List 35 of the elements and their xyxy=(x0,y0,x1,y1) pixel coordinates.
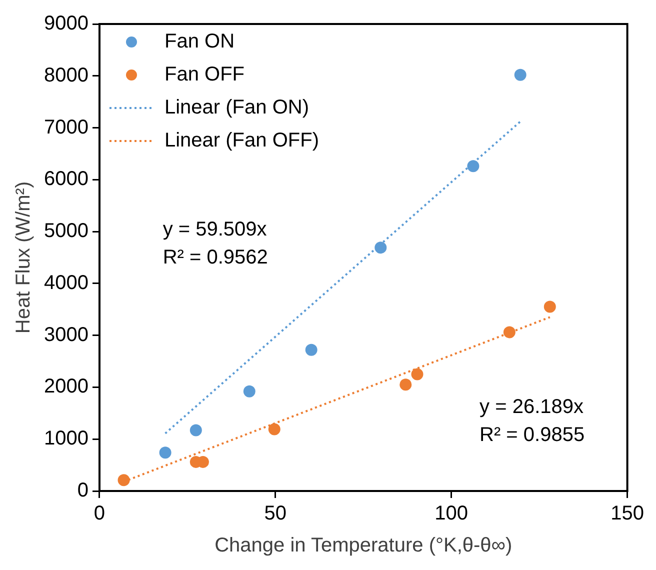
x-tick-label: 50 xyxy=(264,502,287,525)
y-tick-label: 3000 xyxy=(44,324,88,346)
y-axis-title: Heat Flux (W/m²) xyxy=(12,181,35,334)
point xyxy=(467,160,480,172)
y-tick-label: 8000 xyxy=(44,64,88,86)
y-tick-label: 7000 xyxy=(44,116,88,138)
y-tick-label: 0 xyxy=(77,480,88,502)
point xyxy=(374,242,387,254)
x-tick-label: 100 xyxy=(434,502,468,525)
legend-label: Fan OFF xyxy=(164,64,245,86)
point xyxy=(268,423,280,436)
y-tick-label: 1000 xyxy=(44,428,88,450)
point xyxy=(118,474,130,486)
legend-label: Linear (Fan ON) xyxy=(164,96,309,119)
x-tick-label: 150 xyxy=(610,502,644,525)
point xyxy=(159,446,172,459)
x-tick-label: 0 xyxy=(94,502,106,525)
legend-label: Linear (Fan OFF) xyxy=(164,130,319,152)
point xyxy=(190,424,202,436)
point xyxy=(400,378,412,391)
point xyxy=(544,300,556,313)
point xyxy=(305,344,318,356)
y-tick-label: 6000 xyxy=(44,168,88,190)
annotation: y = 59.509x R² = 0.9562 xyxy=(162,218,268,269)
point xyxy=(243,385,256,398)
y-tick-label: 4000 xyxy=(44,272,88,294)
legend-label: Fan ON xyxy=(164,30,235,53)
x-axis-title: Change in Temperature (°K,θ-θ∞) xyxy=(214,534,512,557)
y-tick-label: 2000 xyxy=(44,376,88,398)
point xyxy=(514,68,526,81)
point xyxy=(411,368,424,380)
point xyxy=(503,326,516,338)
y-tick-label: 5000 xyxy=(44,220,88,242)
annotation: y = 26.189x R² = 0.9855 xyxy=(480,396,585,446)
y-tick-label: 9000 xyxy=(44,12,88,35)
